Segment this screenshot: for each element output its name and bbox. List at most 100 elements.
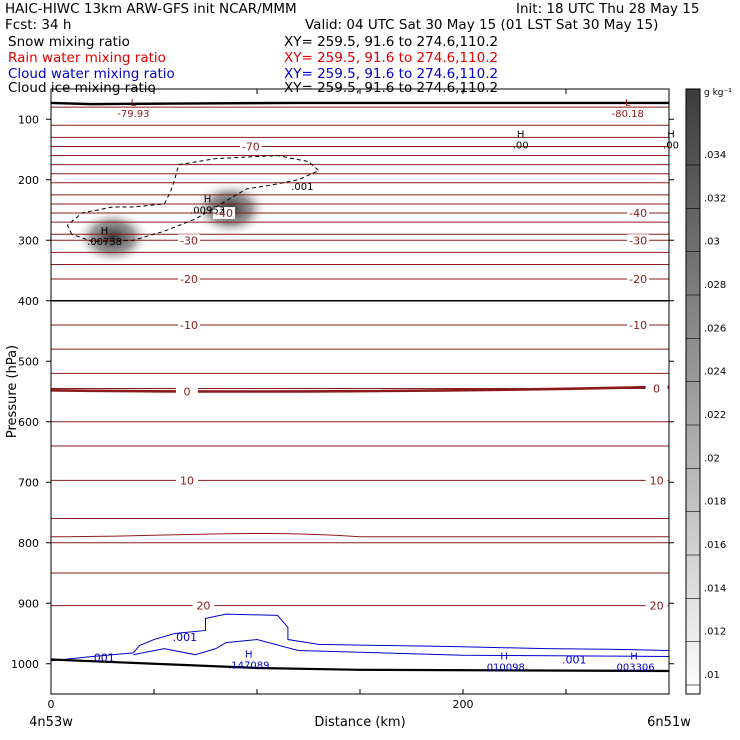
- isotherm-label: -20: [629, 273, 647, 286]
- colorbar-tick-label: .012: [704, 627, 726, 638]
- field-name-cloud-ice: Cloud ice mixing ratio: [8, 80, 156, 96]
- extremum-marker: H: [245, 650, 253, 661]
- colorbar-tick-label: .02: [704, 453, 720, 464]
- extremum-value: .00953: [190, 206, 225, 217]
- y-tick-label: 300: [18, 234, 39, 247]
- extremum-value: -80.18: [612, 109, 644, 120]
- x-end-location: 6n51w: [647, 715, 691, 730]
- isotherm-label: -20: [180, 273, 198, 286]
- field-name-snow: Snow mixing ratio: [8, 34, 130, 50]
- isotherm-label-bg-2: [627, 207, 650, 220]
- x-axis-label: Distance (km): [314, 715, 405, 730]
- y-tick-label: 100: [18, 113, 39, 126]
- snow-maximum-0: [74, 209, 151, 266]
- extremum-marker: H: [204, 195, 212, 206]
- colorbar: [685, 88, 701, 695]
- isotherm-label-bg-12: [645, 474, 668, 487]
- extremum-value: .00: [513, 140, 529, 151]
- cloud-water-contour-2: [133, 639, 669, 657]
- isotherm-label: 20: [650, 600, 664, 613]
- colorbar-tick-label: .032: [704, 193, 726, 204]
- isotherm-label: -10: [180, 319, 198, 332]
- isotherm-label-bg-6: [627, 272, 650, 285]
- surface-line: [50, 658, 670, 673]
- snow-contour: [66, 155, 320, 242]
- y-tick-label: 800: [18, 537, 39, 550]
- extremum-marker: H: [517, 129, 525, 140]
- valid-time: Valid: 04 UTC Sat 30 May 15 (01 LST Sat …: [305, 17, 659, 33]
- extremum-marker: H: [101, 226, 109, 237]
- colorbar-tick-label: .022: [704, 410, 726, 421]
- extremum-value: -79.93: [117, 109, 149, 120]
- colorbar-tick-label: .028: [704, 280, 726, 291]
- field-xy-snow: XY= 259.5, 91.6 to 274.6,110.2: [284, 34, 499, 50]
- x-tick-label: 0: [48, 698, 55, 711]
- field-xy-cloud-ice: XY= 259.5, 91.6 to 274.6,110.2: [284, 80, 499, 96]
- isotherm-label-bg-9: [175, 385, 198, 398]
- extremum-value: .00738: [87, 237, 122, 248]
- y-tick-label: 600: [18, 416, 39, 429]
- y-tick-label: 200: [18, 174, 39, 187]
- isotherm-label: 0: [653, 382, 660, 395]
- cloud-water-label: .001: [173, 631, 198, 644]
- extremum-marker: L: [131, 98, 137, 109]
- isotherm-label-bg-7: [178, 318, 201, 331]
- cloud-water-label: .001: [90, 652, 115, 665]
- extremum-marker: H: [630, 652, 638, 663]
- isotherm-label-bg-5: [178, 272, 201, 285]
- extremum-value: .147089: [228, 661, 269, 672]
- field-xy-cloud-water: XY= 259.5, 91.6 to 274.6,110.2: [284, 66, 499, 82]
- isotherm-label-bg-4: [627, 234, 650, 247]
- isotherm-label: -10: [629, 319, 647, 332]
- y-tick-label: 1000: [11, 658, 39, 671]
- field-xy-rain: XY= 259.5, 91.6 to 274.6,110.2: [284, 50, 499, 66]
- colorbar-tick-label: .026: [704, 323, 726, 334]
- y-tick-label: 400: [18, 295, 39, 308]
- x-tick-label: 200: [453, 698, 474, 711]
- isotherm-label: -30: [180, 234, 198, 247]
- colorbar-tick-label: .016: [704, 540, 726, 551]
- isotherm-top: [51, 101, 669, 106]
- isotherm-label: 10: [180, 474, 194, 487]
- chart-title: HAIC-HIWC 13km ARW-GFS init NCAR/MMM: [5, 1, 297, 17]
- field-name-cloud-water: Cloud water mixing ratio: [8, 66, 175, 82]
- isotherm-label: -40: [629, 207, 647, 220]
- y-axis-label: Pressure (hPa): [5, 345, 20, 438]
- isotherm-label-bg-0: [239, 140, 262, 153]
- isotherm-curve: [51, 532, 669, 538]
- isotherm-zero: [51, 385, 669, 393]
- colorbar-tick-label: .024: [704, 367, 726, 378]
- extremum-marker: H: [667, 129, 675, 140]
- y-tick-label: 500: [18, 355, 39, 368]
- isotherm-label-bg-8: [627, 318, 650, 331]
- y-tick-label: 700: [18, 476, 39, 489]
- isotherm-label: -70: [242, 140, 260, 153]
- extremum-marker: L: [625, 98, 631, 109]
- field-name-rain: Rain water mixing ratio: [8, 50, 166, 66]
- colorbar-tick-label: .01: [704, 670, 720, 681]
- snow-label: .001: [291, 182, 313, 193]
- init-time: Init: 18 UTC Thu 28 May 15: [516, 1, 700, 17]
- x-start-location: 4n53w: [29, 715, 73, 730]
- isotherm-label: 0: [183, 386, 190, 399]
- y-tick-label: 900: [18, 597, 39, 610]
- isotherm-label: 20: [196, 600, 210, 613]
- isotherm-label: -30: [629, 234, 647, 247]
- isotherm-label-bg-1: [213, 207, 236, 220]
- isotherm-label: 10: [650, 474, 664, 487]
- isotherm-label-bg-13: [192, 599, 215, 612]
- forecast-hour: Fcst: 34 h: [5, 17, 72, 33]
- colorbar-tick-label: .014: [704, 583, 726, 594]
- colorbar-tick-label: .018: [704, 497, 726, 508]
- isotherm-label-bg-11: [175, 474, 198, 487]
- isotherm-label-bg-14: [645, 599, 668, 612]
- colorbar-tick-label: .034: [704, 150, 726, 161]
- isotherm-label-bg-10: [645, 382, 668, 395]
- colorbar-unit: g kg⁻¹: [704, 88, 732, 98]
- extremum-value: .003306: [613, 663, 654, 674]
- extremum-value: .010098: [484, 663, 525, 674]
- colorbar-tick-label: .03: [704, 237, 720, 248]
- isotherm-label-bg-3: [178, 234, 201, 247]
- cloud-water-label: .001: [562, 654, 587, 667]
